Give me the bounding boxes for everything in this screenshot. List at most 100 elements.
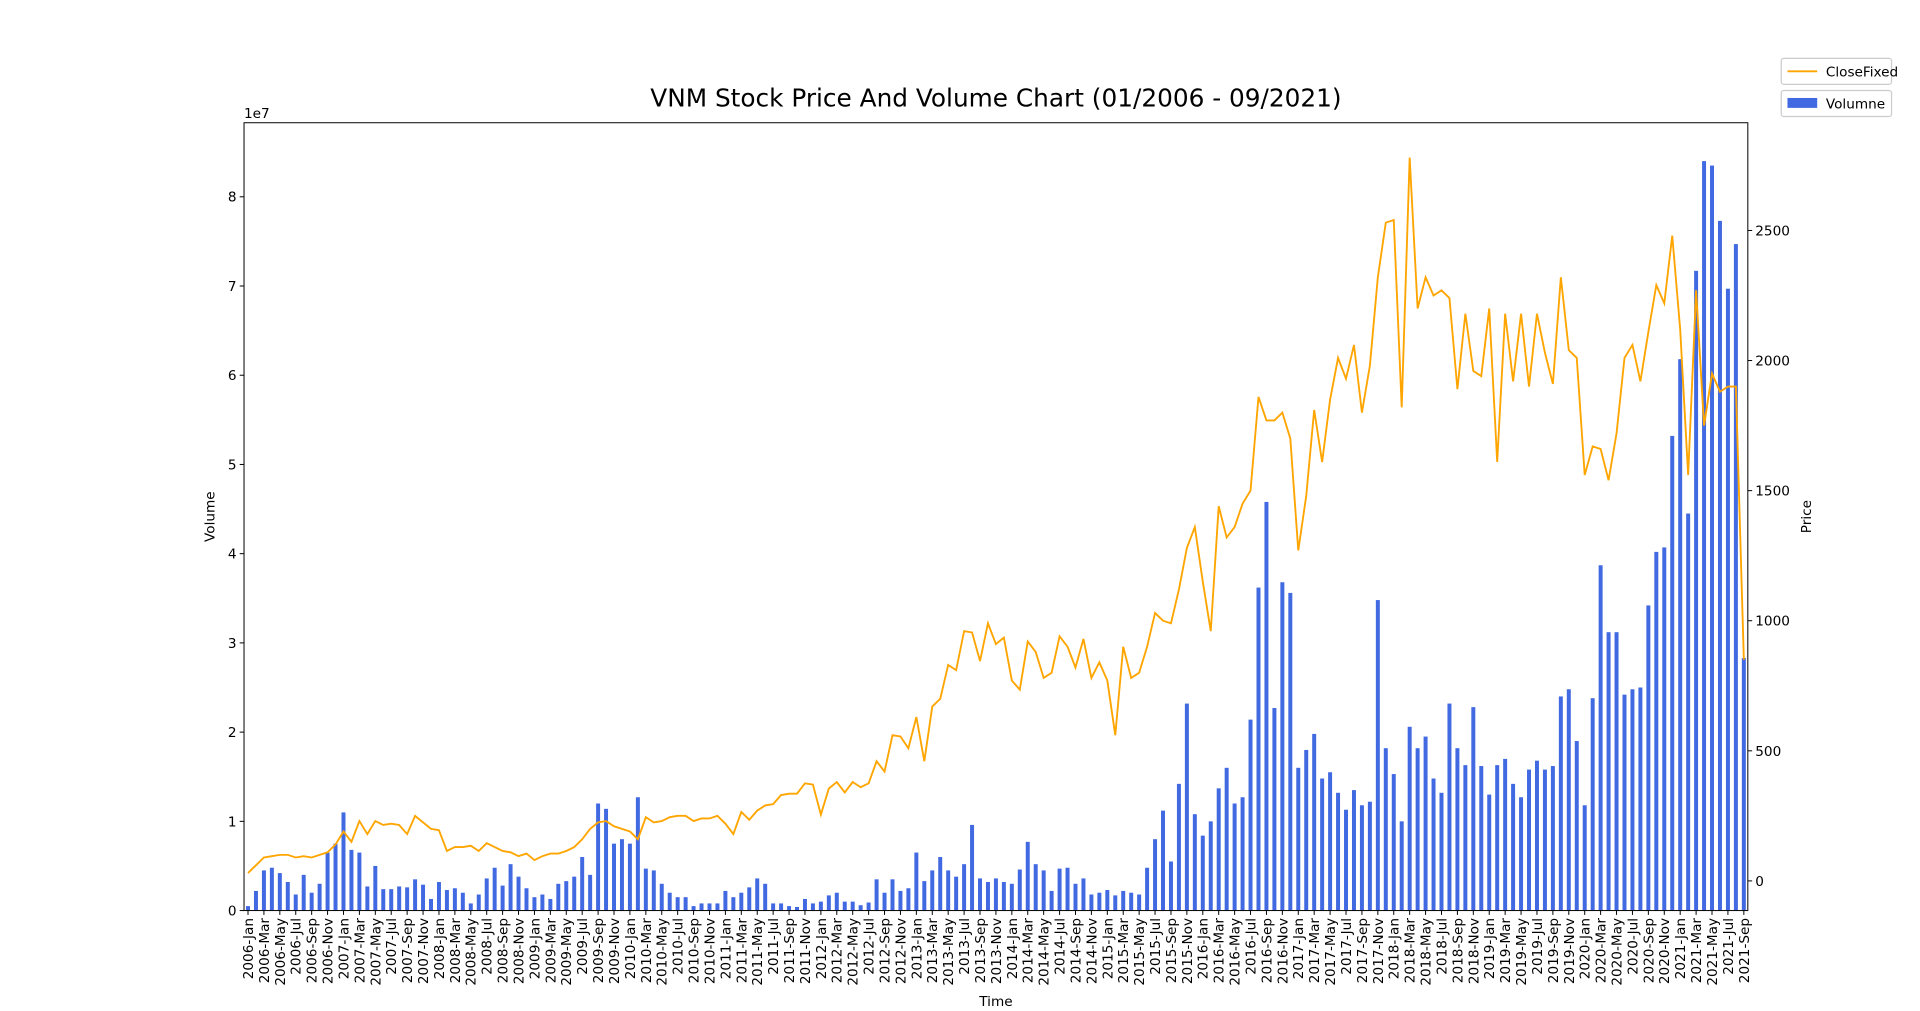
bar (914, 852, 919, 911)
bar (1638, 687, 1643, 911)
bar (429, 898, 433, 911)
x-tick-label: 2013-Jan (909, 918, 925, 979)
bar (1519, 797, 1524, 911)
x-tick-label: 2011-Mar (734, 918, 750, 984)
x-tick-label: 2017-Jan (1291, 918, 1307, 979)
x-tick-label: 2012-May (846, 918, 862, 986)
chart-title: VNM Stock Price And Volume Chart (01/200… (650, 84, 1341, 113)
y2-tick-label: 500 (1755, 744, 1781, 760)
bar (1550, 766, 1555, 911)
x-tick-label: 2015-Nov (1180, 918, 1196, 984)
bar (1646, 605, 1651, 911)
bar (1670, 435, 1675, 911)
bar (1725, 288, 1730, 911)
x-tick-label: 2006-Jan (241, 918, 257, 979)
x-tick-label: 2010-Jul (671, 918, 687, 975)
x-tick-label: 2013-Jul (957, 918, 973, 975)
x-tick-label: 2020-Sep (1641, 918, 1657, 983)
bar (739, 892, 744, 911)
bar (1694, 270, 1699, 911)
bar (540, 894, 545, 911)
x-tick-label: 2017-Sep (1355, 918, 1371, 983)
bar (771, 903, 776, 911)
bar (580, 857, 585, 911)
bar (930, 870, 935, 911)
x-tick-label: 2011-Nov (798, 918, 814, 984)
bar (246, 906, 250, 911)
x-tick-label: 2007-Nov (416, 918, 432, 984)
bar (341, 812, 346, 911)
bar (1280, 582, 1285, 911)
bar (1304, 749, 1309, 911)
x-tick-label: 2015-Mar (1116, 918, 1132, 984)
bar (1049, 890, 1054, 911)
x-tick-label: 2016-Sep (1259, 918, 1275, 983)
bar (1288, 592, 1293, 911)
x-tick-label: 2020-Nov (1657, 918, 1673, 984)
bar (1407, 726, 1412, 911)
x-tick-label: 2012-Jul (862, 918, 878, 975)
bar (1590, 698, 1595, 911)
bar (484, 878, 489, 911)
bar (373, 865, 378, 911)
x-tick-label: 2020-Jul (1625, 918, 1641, 975)
y2-tick-label: 2000 (1755, 353, 1790, 369)
x-tick-label: 2018-Mar (1403, 918, 1419, 984)
legend-label: Volumne (1826, 96, 1885, 112)
x-tick-label: 2012-Jan (814, 918, 830, 979)
x-tick-label: 2010-Mar (639, 918, 655, 984)
bar (1622, 694, 1627, 911)
bar (1248, 719, 1253, 911)
bar (890, 879, 895, 911)
bar (309, 892, 314, 911)
bar (627, 843, 632, 911)
bar (1447, 703, 1452, 911)
bar (1344, 809, 1349, 911)
bar (1121, 890, 1126, 911)
bar (349, 849, 354, 911)
x-tick-label: 2021-Sep (1737, 918, 1753, 983)
bar (1137, 894, 1142, 911)
y-tick-label: 3 (228, 636, 237, 652)
x-tick-label: 2010-Sep (687, 918, 703, 983)
bar (667, 892, 672, 911)
bar (1216, 788, 1221, 911)
x-tick-label: 2006-Sep (305, 918, 321, 983)
x-tick-label: 2016-Mar (1212, 918, 1228, 984)
bar (1598, 565, 1603, 911)
bar (1200, 835, 1205, 911)
bar (1192, 814, 1197, 911)
bar (954, 876, 959, 911)
bar (731, 897, 736, 911)
bar (1129, 892, 1134, 911)
x-tick-label: 2011-Sep (782, 918, 798, 983)
x-tick-label: 2013-May (941, 918, 957, 986)
x-tick-label: 2015-May (1132, 918, 1148, 986)
x-tick-label: 2008-Mar (448, 918, 464, 984)
bar (1272, 708, 1277, 911)
bar (1511, 783, 1516, 911)
x-tick-label: 2006-Jul (289, 918, 305, 975)
bar (683, 897, 688, 911)
bar (1184, 703, 1189, 911)
legend-box (1780, 57, 1893, 85)
bar (882, 892, 887, 911)
x-tick-label: 2016-Jan (1196, 918, 1212, 979)
bar (763, 883, 768, 911)
bar (413, 879, 418, 911)
x-tick-label: 2019-Mar (1498, 918, 1514, 984)
bar (357, 852, 362, 911)
bar (1455, 748, 1460, 911)
x-tick-label: 2019-Jul (1530, 918, 1546, 975)
bar (779, 903, 784, 911)
bar (1041, 870, 1046, 911)
bar (1375, 600, 1380, 911)
bar (293, 894, 298, 911)
bar (635, 797, 640, 911)
bar (492, 867, 497, 911)
bar (1351, 790, 1356, 911)
bar (1336, 792, 1341, 911)
x-tick-label: 2011-Jul (766, 918, 782, 975)
bar (978, 878, 982, 911)
